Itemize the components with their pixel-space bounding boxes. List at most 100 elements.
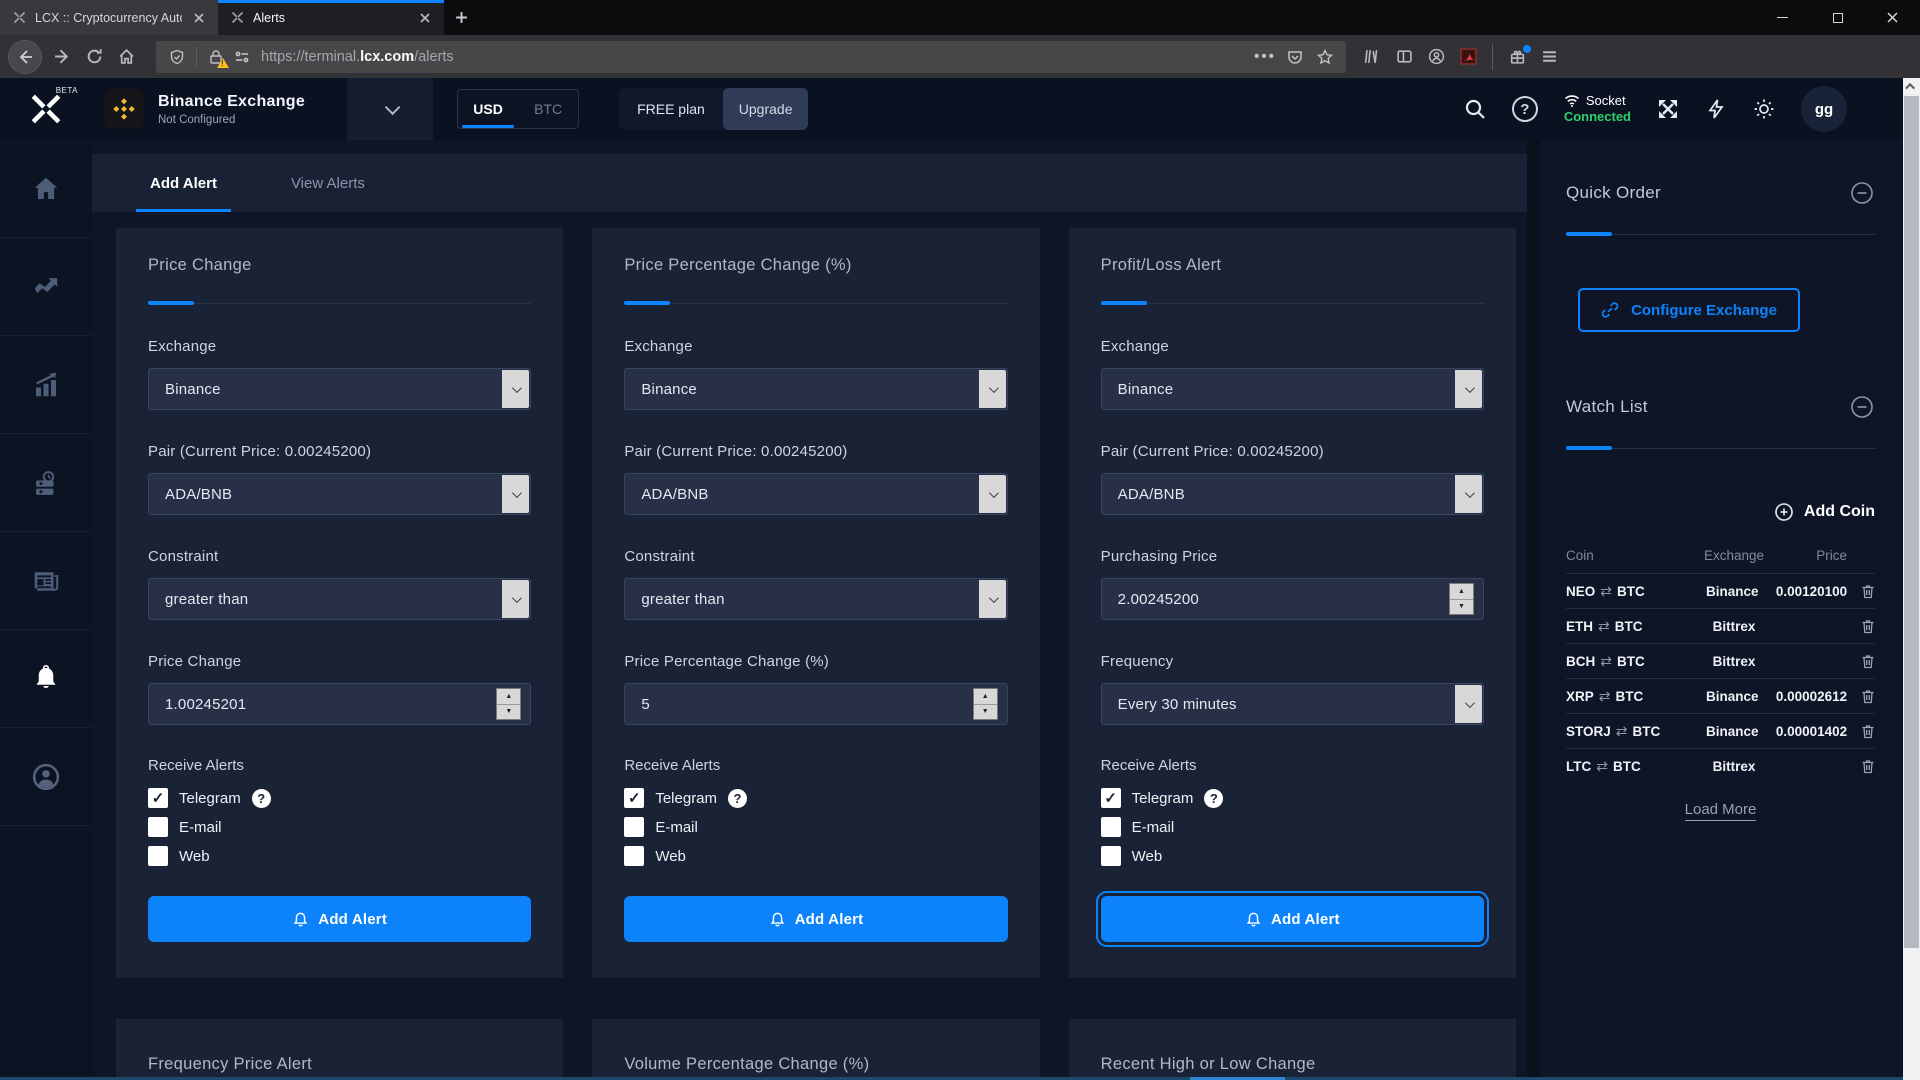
pair-select[interactable]: ADA/BNB [1100,473,1484,515]
lcx-logo[interactable]: BETA [0,78,92,140]
add-alert-button[interactable]: Add Alert [148,896,532,942]
exchange-select[interactable]: Binance [624,368,1008,410]
adobe-pdf-icon[interactable] [1452,41,1484,73]
page-actions-icon[interactable]: ••• [1254,48,1276,65]
tracking-protection-shield-icon[interactable] [164,44,190,70]
trash-icon[interactable] [1857,584,1875,599]
new-tab-button[interactable] [444,0,478,35]
currency-btc-tab[interactable]: BTC [518,90,578,128]
close-tab-icon[interactable] [190,9,208,27]
forward-button[interactable] [46,41,78,73]
avatar[interactable]: gg [1801,86,1847,132]
collapse-icon[interactable] [1849,394,1875,420]
channel-email[interactable]: E-mail [1100,817,1484,837]
close-window-button[interactable] [1865,0,1920,35]
sidebar-item-news[interactable] [0,532,92,630]
trash-icon[interactable] [1857,689,1875,704]
help-icon[interactable]: ? [251,788,271,808]
exchange-selector[interactable]: Binance Exchange Not Configured [92,89,305,129]
checkbox-checked[interactable]: ✓ [148,788,168,808]
load-more-link[interactable]: Load More [1566,801,1875,821]
checkbox-unchecked[interactable] [1100,817,1121,837]
trash-icon[interactable] [1857,724,1875,739]
channel-telegram[interactable]: ✓ Telegram? [1100,788,1484,808]
brightness-icon[interactable] [1753,98,1775,120]
help-icon[interactable]: ? [1511,96,1538,122]
back-button[interactable] [8,39,42,74]
browser-tab-lcx[interactable]: LCX :: Cryptocurrency Auto Trad [0,0,218,35]
purchasing-price-input[interactable]: 2.00245200 ▲ ▼ [1100,578,1484,620]
trash-icon[interactable] [1857,759,1875,774]
channel-web[interactable]: Web [624,846,1007,866]
sidebar-item-home[interactable] [0,140,92,238]
url-text[interactable]: https://terminal.lcx.com/alerts [261,49,1252,65]
tab-add-alert[interactable]: Add Alert [136,154,231,212]
lightning-icon[interactable] [1705,98,1727,120]
constraint-select[interactable]: greater than [148,578,532,620]
horizontal-scrollbar[interactable] [0,1077,1903,1080]
sidebars-icon[interactable] [1388,41,1420,73]
bookmark-star-icon[interactable] [1312,44,1338,70]
url-bar[interactable]: https://terminal.lcx.com/alerts ••• [156,40,1346,73]
constraint-select[interactable]: greater than [624,578,1008,620]
tab-view-alerts[interactable]: View Alerts [291,154,365,212]
reload-button[interactable] [78,41,110,73]
channel-email[interactable]: E-mail [624,817,1007,837]
fullscreen-icon[interactable] [1657,98,1679,120]
sidebar-item-alerts[interactable] [0,630,92,728]
extensions-gift-icon[interactable] [1501,41,1533,73]
exchange-select[interactable]: Binance [148,368,532,410]
menu-hamburger-icon[interactable] [1533,41,1565,73]
home-button[interactable] [110,41,142,73]
number-stepper[interactable]: ▲ ▼ [496,688,522,720]
collapse-icon[interactable] [1849,180,1875,206]
pair-select[interactable]: ADA/BNB [148,473,532,515]
checkbox-unchecked[interactable] [148,846,168,866]
sidebar-item-orders[interactable] [0,434,92,532]
account-icon[interactable] [1420,41,1452,73]
channel-web[interactable]: Web [1100,846,1484,866]
permissions-icon[interactable] [229,44,255,70]
checkbox-unchecked[interactable] [1100,846,1121,866]
configure-exchange-button[interactable]: Configure Exchange [1578,288,1800,332]
price-change-input[interactable]: 1.00245201 ▲ ▼ [148,683,532,725]
lock-warning-icon[interactable] [203,44,229,70]
number-stepper[interactable]: ▲ ▼ [972,688,998,720]
library-icon[interactable] [1356,41,1388,73]
checkbox-checked[interactable]: ✓ [624,788,645,808]
add-alert-button[interactable]: Add Alert [624,896,1008,942]
checkbox-unchecked[interactable] [624,846,645,866]
sidebar-item-account[interactable] [0,728,92,826]
help-icon[interactable]: ? [1204,788,1224,808]
exchange-select[interactable]: Binance [1100,368,1484,410]
channel-telegram[interactable]: ✓ Telegram? [624,788,1007,808]
pocket-icon[interactable] [1282,44,1308,70]
pair-select[interactable]: ADA/BNB [624,473,1008,515]
minimize-button[interactable] [1755,0,1810,35]
sidebar-item-markets[interactable] [0,336,92,434]
browser-tab-alerts[interactable]: Alerts [218,0,444,35]
frequency-select[interactable]: Every 30 minutes [1100,683,1484,725]
currency-usd-tab[interactable]: USD [458,90,518,128]
checkbox-unchecked[interactable] [148,817,168,837]
checkbox-unchecked[interactable] [624,817,645,837]
checkbox-checked[interactable]: ✓ [1100,788,1121,808]
channel-web[interactable]: Web [148,846,531,866]
browser-scrollbar[interactable] [1903,78,1920,1080]
horizontal-scrollbar-thumb[interactable] [1190,1077,1285,1080]
percentage-input[interactable]: 5 ▲ ▼ [624,683,1008,725]
exchange-dropdown-button[interactable] [347,78,434,140]
channel-email[interactable]: E-mail [148,817,531,837]
search-icon[interactable] [1464,98,1486,120]
add-alert-button-focused[interactable]: Add Alert [1095,891,1489,947]
scrollbar-up-arrow[interactable] [1903,78,1920,94]
trash-icon[interactable] [1857,654,1875,669]
add-coin-button[interactable]: Add Coin [1774,502,1875,522]
number-stepper[interactable]: ▲ ▼ [1448,583,1474,615]
close-tab-icon[interactable] [416,9,434,27]
maximize-button[interactable] [1810,0,1865,35]
sidebar-item-trade[interactable] [0,238,92,336]
help-icon[interactable]: ? [728,788,748,808]
channel-telegram[interactable]: ✓ Telegram? [148,788,531,808]
trash-icon[interactable] [1857,619,1875,634]
